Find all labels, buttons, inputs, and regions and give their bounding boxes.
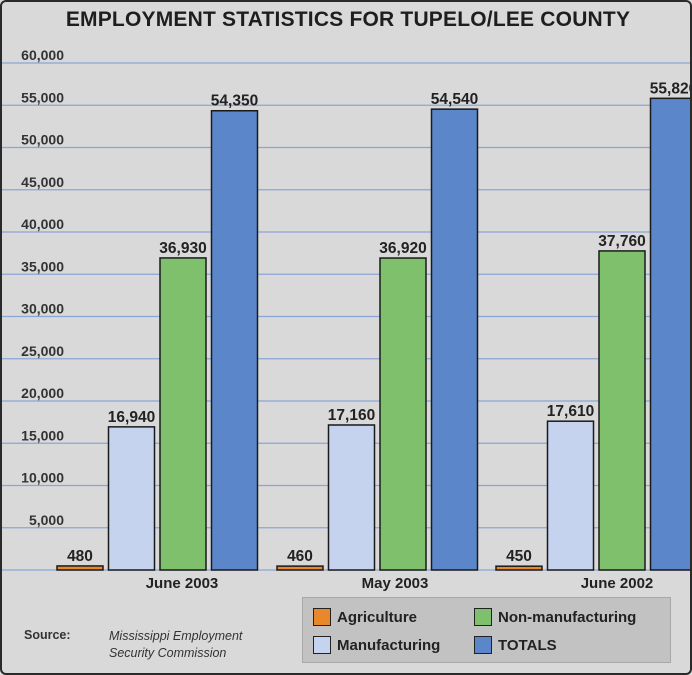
data-label: 36,920: [379, 240, 426, 257]
y-tick-label: 60,000: [21, 47, 64, 63]
source-text: Mississippi Employment Security Commissi…: [109, 628, 289, 662]
y-tick-label: 20,000: [21, 385, 64, 401]
data-label: 54,350: [211, 93, 258, 110]
bar: [276, 565, 324, 571]
y-tick-label: 30,000: [21, 301, 64, 317]
legend-label-totals: TOTALS: [498, 636, 557, 654]
chart-title: EMPLOYMENT STATISTICS FOR TUPELO/LEE COU…: [65, 8, 631, 31]
source-line-1: Mississippi Employment: [109, 629, 243, 643]
legend-item-totals: TOTALS: [474, 636, 557, 654]
data-label: 55,820: [650, 80, 692, 97]
bar: [327, 424, 376, 571]
y-tick-label: 35,000: [21, 258, 64, 274]
legend-swatch-non-manufacturing: [474, 608, 492, 626]
data-label: 54,540: [431, 91, 478, 108]
y-tick-label: 5,000: [29, 512, 64, 528]
legend-label-agriculture: Agriculture: [337, 608, 418, 626]
legend-swatch-agriculture: [313, 608, 331, 626]
bar: [159, 257, 207, 571]
data-label: 460: [287, 548, 313, 565]
legend-label-non-manufacturing: Non-manufacturing: [498, 608, 637, 626]
x-axis-ticks: June 2003 May 2003 June 2002: [146, 575, 654, 592]
data-label: 16,940: [108, 409, 155, 426]
bars: 480 16,940 36,930 54,350 460 17,160 36,920 54,5…: [56, 80, 692, 571]
legend-swatch-manufacturing: [313, 636, 331, 654]
y-tick-label: 50,000: [21, 132, 64, 148]
bar: [649, 97, 690, 571]
y-tick-label: 40,000: [21, 216, 64, 232]
data-label: 37,760: [598, 233, 645, 250]
legend-item-manufacturing: Manufacturing: [313, 636, 440, 654]
y-tick-label: 25,000: [21, 343, 64, 359]
x-tick-label: May 2003: [362, 575, 429, 592]
legend-item-agriculture: Agriculture: [313, 608, 417, 626]
x-tick-label: June 2002: [581, 575, 654, 592]
legend-item-non-manufacturing: Non-manufacturing: [474, 608, 636, 626]
data-label: 450: [506, 548, 532, 565]
y-tick-label: 15,000: [21, 427, 64, 443]
x-tick-label: June 2003: [146, 575, 219, 592]
y-tick-label: 55,000: [21, 89, 64, 105]
bar: [56, 565, 104, 571]
bar: [430, 108, 479, 571]
bar: [598, 250, 646, 571]
source-line-2: Security Commission: [109, 646, 227, 660]
bar: [210, 109, 259, 571]
legend-label-manufacturing: Manufacturing: [337, 636, 441, 654]
legend-swatch-totals: [474, 636, 492, 654]
y-axis-ticks: 5,000 10,000 15,000 20,000 25,000 30,000 35,00…: [21, 47, 64, 528]
data-label: 17,160: [328, 407, 375, 424]
data-label: 480: [67, 548, 93, 565]
legend: Agriculture Manufacturing Non-manufactur…: [302, 597, 671, 663]
y-tick-label: 10,000: [21, 470, 64, 486]
y-tick-label: 45,000: [21, 174, 64, 190]
bar: [495, 565, 543, 571]
bar: [107, 426, 156, 571]
source-label: Source:: [24, 628, 71, 642]
data-label: 36,930: [159, 240, 206, 257]
bar: [379, 257, 427, 571]
data-label: 17,610: [547, 403, 594, 420]
bar: [546, 420, 595, 571]
